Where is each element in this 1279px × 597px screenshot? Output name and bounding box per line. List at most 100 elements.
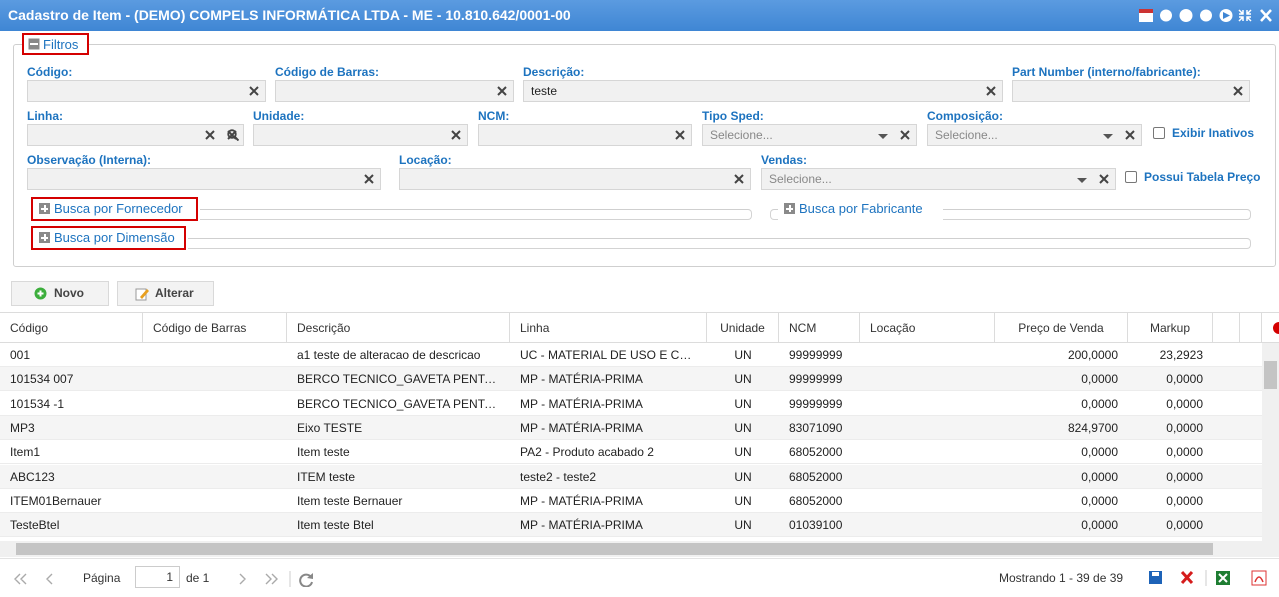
clear-icon[interactable] xyxy=(674,129,686,141)
clear-icon[interactable] xyxy=(1098,173,1110,185)
field-input[interactable] xyxy=(399,168,751,190)
column-header[interactable]: Preço de Venda xyxy=(995,313,1128,344)
field-input[interactable] xyxy=(1012,80,1250,102)
edit-button[interactable]: Alterar xyxy=(117,281,214,306)
section-border xyxy=(31,238,1251,249)
section-legend-bg xyxy=(778,200,943,220)
table-cell: UN xyxy=(734,372,752,387)
clear-icon[interactable] xyxy=(204,129,216,141)
field-input[interactable]: Selecione... xyxy=(927,124,1142,146)
vertical-scrollbar[interactable] xyxy=(1262,343,1279,541)
table-header: Código Código de Barras Descrição Linha Unid… xyxy=(0,312,1279,344)
clear-icon[interactable] xyxy=(363,173,375,185)
button-label: Alterar xyxy=(155,286,194,300)
field-input[interactable] xyxy=(27,168,381,190)
clear-icon[interactable] xyxy=(985,85,997,97)
scroll-thumb[interactable] xyxy=(1264,361,1277,389)
table-row[interactable]: ABC123 ITEM teste teste2 - teste2 UN 6805200… xyxy=(0,464,1262,489)
table-row[interactable]: TesteBtel Item teste Btel MP - MATÉRIA-PRI… xyxy=(0,513,1262,538)
table-cell: 101534 -1 xyxy=(10,396,65,411)
table-cell: 200,0000 xyxy=(1067,348,1118,362)
table-body: 001 a1 teste de alteracao de descricao UC … xyxy=(0,343,1262,541)
column-header xyxy=(1240,313,1262,344)
scroll-thumb[interactable] xyxy=(16,543,1213,555)
table-row[interactable]: Item1 Item teste PA2 - Produto acabado 2 UN… xyxy=(0,440,1262,465)
field-label: Composição: xyxy=(927,109,1004,123)
table-cell: 83071090 xyxy=(789,420,843,435)
new-button[interactable]: Novo xyxy=(11,281,109,306)
table-cell: a1 teste de alteracao de descricao xyxy=(297,348,481,362)
highlight xyxy=(31,197,198,221)
drop-icon[interactable] xyxy=(877,130,889,142)
title-bar: Cadastro de Item - (DEMO) COMPELS INFORM… xyxy=(0,0,1279,31)
window-controls[interactable] xyxy=(1139,8,1273,23)
table-cell: 0,0000 xyxy=(1166,372,1203,387)
clear-icon[interactable] xyxy=(496,85,508,97)
field-input[interactable] xyxy=(27,124,244,146)
drop-icon[interactable] xyxy=(1076,174,1088,186)
column-header[interactable]: Unidade xyxy=(707,313,779,344)
section-legend[interactable]: Busca por Dimensão xyxy=(54,230,175,245)
table-row[interactable]: 001 a1 teste de alteracao de descricao UC … xyxy=(0,343,1262,367)
clear-icon[interactable] xyxy=(450,129,462,141)
table-cell: 0,0000 xyxy=(1081,445,1118,460)
collapse-icon[interactable] xyxy=(28,38,40,50)
table-cell: 0,0000 xyxy=(1166,469,1203,484)
column-header[interactable]: Locação xyxy=(860,313,995,344)
field-input[interactable]: Selecione... xyxy=(702,124,917,146)
table-cell: 0,0000 xyxy=(1081,518,1118,533)
table-row[interactable]: MP3 Eixo TESTE MP - MATÉRIA-PRIMA UN 8307109… xyxy=(0,415,1262,440)
checkbox-label[interactable]: Possui Tabela Preço xyxy=(1144,170,1261,184)
column-header[interactable]: Código xyxy=(0,313,143,344)
clear-icon[interactable] xyxy=(248,85,260,97)
field-input[interactable]: teste xyxy=(523,80,1003,102)
column-header[interactable]: Linha xyxy=(510,313,707,344)
field-label: Observação (Interna): xyxy=(27,153,152,167)
column-header[interactable]: Descrição xyxy=(287,313,510,344)
column-header[interactable]: Código de Barras xyxy=(143,313,287,344)
table-cell: MP - MATÉRIA-PRIMA xyxy=(520,518,643,533)
field-input[interactable] xyxy=(478,124,692,146)
checkbox[interactable] xyxy=(1153,127,1165,139)
field-input[interactable] xyxy=(253,124,468,146)
clear-icon[interactable] xyxy=(1124,129,1136,141)
checkbox[interactable] xyxy=(1125,171,1137,183)
clear-icon[interactable] xyxy=(899,129,911,141)
table-cell: 0,0000 xyxy=(1166,518,1203,533)
table-row[interactable]: 101534 -1 BERCO TECNICO_GAVETA PENTAGONAL… xyxy=(0,391,1262,416)
section-legend[interactable]: Busca por Fornecedor xyxy=(54,201,183,216)
column-header[interactable]: Markup xyxy=(1128,313,1213,344)
table-cell: BERCO TECNICO_GAVETA PENTAGONAL xyxy=(297,372,510,387)
page-input[interactable]: 1 xyxy=(135,566,180,588)
expand-plus xyxy=(789,205,791,212)
filters-legend[interactable]: Filtros xyxy=(43,37,79,52)
expand-plus xyxy=(44,205,46,212)
pager-controls[interactable] xyxy=(14,571,314,587)
column-header[interactable]: NCM xyxy=(779,313,860,344)
table-cell: 68052000 xyxy=(789,445,843,460)
clear-icon[interactable] xyxy=(733,173,745,185)
section-legend[interactable]: Busca por Fabricante xyxy=(799,201,923,216)
field-label: Part Number (interno/fabricante): xyxy=(1012,65,1201,79)
column-header xyxy=(1213,313,1240,344)
table-cell: MP - MATÉRIA-PRIMA xyxy=(520,420,643,435)
clear-icon[interactable] xyxy=(1232,85,1244,97)
table-cell: 0,0000 xyxy=(1166,420,1203,435)
table-cell: UC - MATERIAL DE USO E CONSUMO xyxy=(520,348,707,362)
window-title: Cadastro de Item - (DEMO) COMPELS INFORM… xyxy=(8,7,571,23)
field-input[interactable]: Selecione... xyxy=(761,168,1116,190)
field-input[interactable] xyxy=(275,80,514,102)
table-cell: UN xyxy=(734,348,752,362)
table-row[interactable]: ITEM01Bernauer Item teste Bernauer MP - MA… xyxy=(0,488,1262,513)
table-cell: 68052000 xyxy=(789,469,843,484)
search-icon[interactable] xyxy=(227,129,239,141)
export-buttons[interactable] xyxy=(1148,570,1270,586)
field-label: Descrição: xyxy=(523,65,585,79)
table-cell: MP - MATÉRIA-PRIMA xyxy=(520,493,643,508)
field-input[interactable] xyxy=(27,80,266,102)
horizontal-scrollbar[interactable] xyxy=(0,541,1279,557)
table-row[interactable]: 101534 007 BERCO TECNICO_GAVETA PENTAGONA… xyxy=(0,367,1262,392)
drop-icon[interactable] xyxy=(1102,130,1114,142)
checkbox-label[interactable]: Exibir Inativos xyxy=(1172,126,1255,140)
